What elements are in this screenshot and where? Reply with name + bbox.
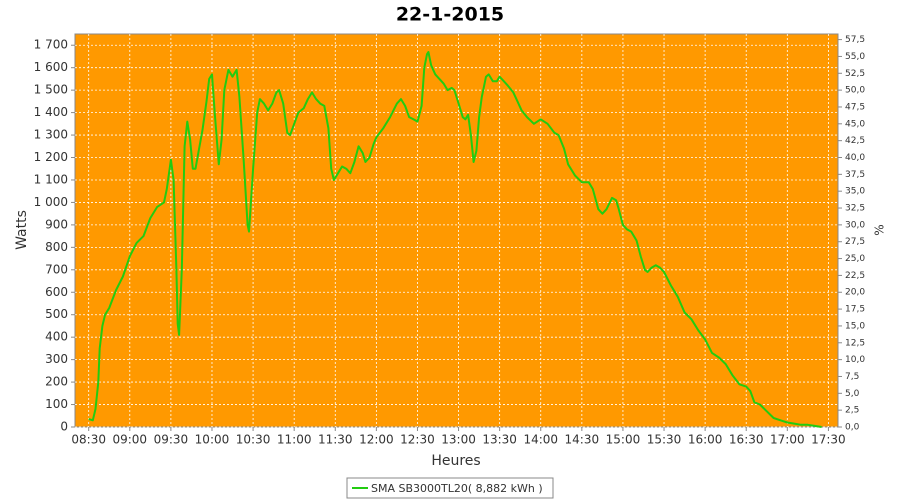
y-tick-label: 800 [45, 240, 68, 254]
y2-tick-label: 37,5 [845, 170, 865, 180]
y2-tick-label: 35,0 [845, 187, 865, 197]
y2-tick-label: 50,0 [845, 86, 865, 96]
x-tick-label: 15:00 [606, 433, 641, 447]
y-tick-label: 1 500 [34, 83, 68, 97]
x-tick-label: 17:30 [811, 433, 846, 447]
y2-tick-label: 20,0 [845, 288, 865, 298]
y2-tick-label: 25,0 [845, 254, 865, 264]
y2-tick-label: 42,5 [845, 136, 865, 146]
y2-tick-label: 47,5 [845, 102, 865, 112]
plot-area [74, 33, 839, 428]
y-tick-label: 600 [45, 285, 68, 299]
data-line [88, 51, 822, 428]
y2-tick-label: 32,5 [845, 204, 865, 214]
x-tick-label: 14:30 [565, 433, 600, 447]
y-tick-label: 900 [45, 217, 68, 231]
x-tick-label: 12:00 [359, 433, 394, 447]
chart-title: 22-1-2015 [396, 4, 504, 26]
legend-box [346, 477, 554, 499]
y-tick-label: 1 000 [34, 195, 68, 209]
y2-axis-title: % [873, 224, 887, 235]
y-axis-title: Watts [14, 210, 30, 250]
y-tick-label: 0 [60, 420, 68, 434]
x-tick-label: 10:30 [236, 433, 271, 447]
y2-tick-label: 7,5 [845, 372, 859, 382]
x-tick-label: 17:00 [770, 433, 805, 447]
y-tick-label: 500 [45, 307, 68, 321]
y-tick-label: 1 300 [34, 128, 68, 142]
x-tick-label: 16:30 [729, 433, 764, 447]
y-tick-label: 1 700 [34, 38, 68, 52]
x-tick-label: 12:30 [400, 433, 435, 447]
y2-tick-label: 27,5 [845, 237, 865, 247]
legend-label: SMA SB3000TL20( 8,882 kWh ) [371, 482, 543, 495]
y2-tick-label: 0,0 [845, 423, 860, 433]
x-tick-label: 13:00 [441, 433, 476, 447]
x-tick-label: 13:30 [482, 433, 517, 447]
y2-tick-label: 22,5 [845, 271, 865, 281]
y-tick-label: 1 600 [34, 60, 68, 74]
y2-tick-label: 17,5 [845, 305, 865, 315]
y2-tick-label: 30,0 [845, 220, 865, 230]
y2-tick-label: 15,0 [845, 321, 865, 331]
y2-tick-label: 52,5 [845, 69, 865, 79]
y-tick-label: 1 200 [34, 150, 68, 164]
y2-tick-label: 2,5 [845, 406, 859, 416]
x-tick-label: 16:00 [688, 433, 723, 447]
x-tick-label: 10:00 [195, 433, 230, 447]
x-tick-label: 14:00 [523, 433, 558, 447]
y-tick-label: 200 [45, 375, 68, 389]
y2-tick-label: 12,5 [845, 338, 865, 348]
y-tick-label: 100 [45, 397, 68, 411]
y-tick-label: 1 400 [34, 105, 68, 119]
y-tick-label: 400 [45, 330, 68, 344]
y2-tick-label: 57,5 [845, 35, 865, 45]
x-tick-label: 11:00 [277, 433, 312, 447]
y2-tick-label: 10,0 [845, 355, 865, 365]
x-tick-label: 15:30 [647, 433, 682, 447]
x-tick-label: 11:30 [318, 433, 353, 447]
y2-tick-label: 55,0 [845, 52, 865, 62]
x-tick-label: 09:30 [154, 433, 189, 447]
y-tick-label: 300 [45, 352, 68, 366]
y-tick-label: 1 100 [34, 172, 68, 186]
y2-tick-label: 40,0 [845, 153, 865, 163]
y2-tick-label: 5,0 [845, 389, 860, 399]
y-tick-label: 700 [45, 262, 68, 276]
x-tick-label: 08:30 [71, 433, 106, 447]
y2-tick-label: 45,0 [845, 119, 865, 129]
x-tick-label: 09:00 [112, 433, 147, 447]
x-axis-title: Heures [431, 453, 480, 469]
